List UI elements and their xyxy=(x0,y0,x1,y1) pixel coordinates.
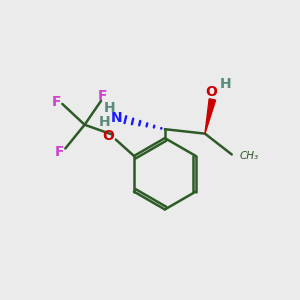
Text: F: F xyxy=(55,145,65,159)
Text: N: N xyxy=(111,111,122,124)
Polygon shape xyxy=(205,99,216,134)
Text: H: H xyxy=(220,77,232,91)
Text: CH₃: CH₃ xyxy=(240,151,259,161)
Text: F: F xyxy=(98,88,107,103)
Text: H: H xyxy=(103,101,115,116)
Text: O: O xyxy=(205,85,217,99)
Text: H: H xyxy=(99,116,110,129)
Text: O: O xyxy=(103,129,114,143)
Text: F: F xyxy=(52,94,62,109)
